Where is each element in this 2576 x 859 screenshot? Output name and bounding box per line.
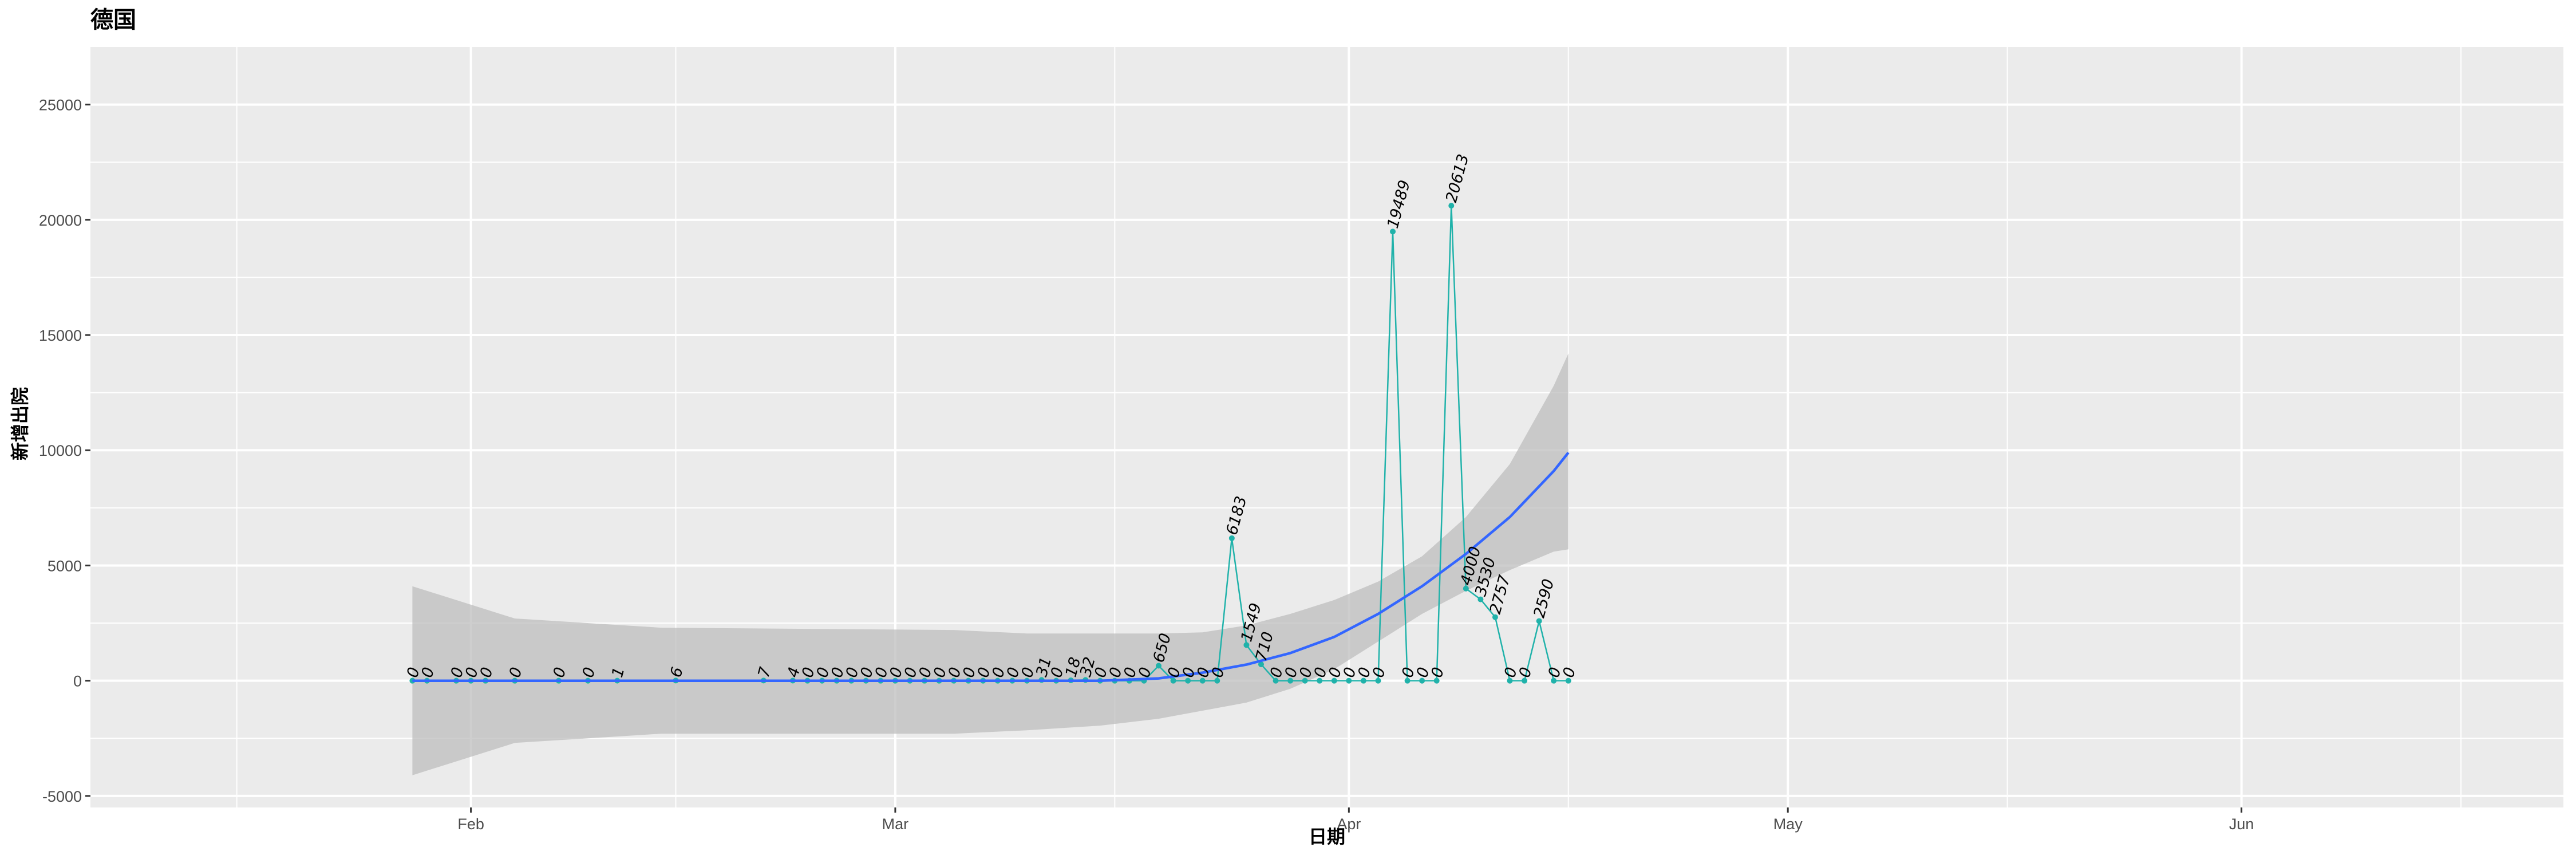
data-point	[1565, 677, 1571, 684]
data-point	[1536, 618, 1542, 624]
data-point	[1346, 677, 1352, 684]
y-tick-label: 25000	[39, 97, 82, 114]
data-point	[1273, 677, 1279, 684]
data-point	[1199, 677, 1206, 684]
data-point	[1156, 663, 1162, 669]
data-point	[1463, 585, 1469, 592]
data-point	[1331, 677, 1337, 684]
y-axis: -5000 0 5000 10000 15000 20000 25000	[39, 97, 90, 805]
data-point	[1214, 677, 1220, 684]
data-point	[1477, 596, 1484, 602]
chart-title: 德国	[90, 7, 136, 33]
x-axis-title: 日期	[1309, 826, 1345, 848]
data-point	[1522, 677, 1528, 684]
data-point	[1419, 677, 1425, 684]
data-point	[1185, 677, 1191, 684]
x-tick-label: Apr	[1337, 815, 1361, 833]
data-point	[409, 677, 416, 684]
smooth-line-layer	[412, 451, 1570, 682]
x-axis: Feb Mar Apr May Jun	[457, 807, 2254, 833]
y-tick-label: 20000	[39, 212, 82, 229]
x-tick-label: Jun	[2229, 815, 2254, 833]
data-point	[1433, 677, 1440, 684]
data-point	[1375, 677, 1381, 684]
y-axis-title: 新增出院	[9, 387, 31, 460]
data-point	[1448, 203, 1455, 209]
data-point	[1390, 228, 1396, 235]
x-tick-label: May	[1773, 815, 1803, 833]
data-point	[1228, 535, 1235, 541]
y-tick-label: -5000	[42, 788, 82, 805]
data-point	[1551, 677, 1557, 684]
data-point	[1258, 661, 1264, 668]
y-tick-label: 15000	[39, 327, 82, 344]
data-point	[1492, 614, 1498, 620]
data-point	[1317, 677, 1323, 684]
data-point	[1243, 642, 1250, 648]
data-point	[1404, 677, 1411, 684]
data-point	[1287, 677, 1294, 684]
data-point	[1170, 677, 1176, 684]
smooth-line	[412, 451, 1570, 682]
confidence-band	[412, 353, 1568, 775]
data-point	[1507, 677, 1513, 684]
confidence-band-layer	[412, 353, 1568, 775]
y-tick-label: 10000	[39, 442, 82, 459]
data-point	[1302, 677, 1308, 684]
x-tick-label: Feb	[457, 815, 484, 833]
x-tick-label: Mar	[882, 815, 909, 833]
data-point	[1360, 677, 1366, 684]
y-tick-label: 5000	[48, 557, 82, 574]
y-tick-label: 0	[73, 673, 82, 690]
